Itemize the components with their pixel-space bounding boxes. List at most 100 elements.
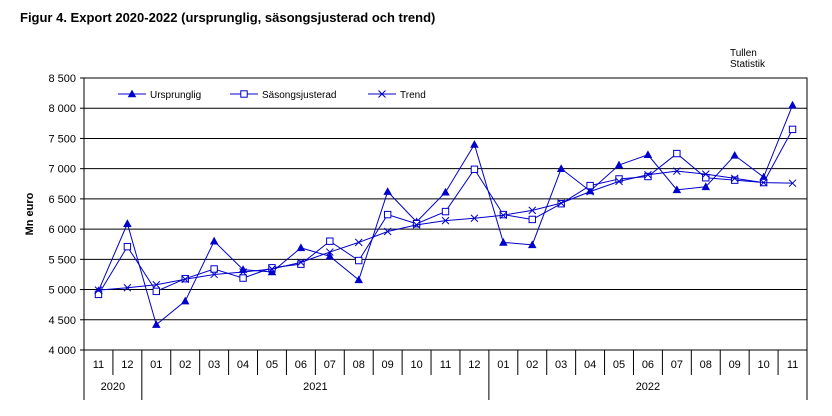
- data-point-s-songsjusterad: [297, 260, 305, 268]
- data-point-ursprunglig: [788, 100, 797, 109]
- x-tick-label: 05: [613, 359, 625, 371]
- data-point-trend: [730, 174, 739, 183]
- legend-marker-trend: [378, 90, 386, 98]
- chart-title: Figur 4. Export 2020-2022 (ursprunglig, …: [20, 10, 436, 25]
- data-point-trend: [325, 248, 334, 256]
- data-point-trend: [615, 177, 623, 186]
- source-line-1: Tullen: [730, 48, 757, 59]
- data-point-ursprunglig: [123, 219, 132, 227]
- x-tick-label: 07: [671, 359, 683, 371]
- legend-marker-s-songsjusterad: [240, 90, 248, 98]
- data-point-s-songsjusterad: [441, 207, 450, 216]
- year-label: 2021: [303, 381, 327, 393]
- data-point-trend: [354, 238, 363, 247]
- x-tick-label: 10: [410, 359, 422, 371]
- legend-label-s-songsjusterad: Säsongsjusterad: [262, 90, 337, 101]
- data-point-trend: [268, 265, 276, 273]
- data-point-ursprunglig: [152, 320, 161, 328]
- x-tick-label: 07: [324, 359, 336, 371]
- data-point-s-songsjusterad: [788, 125, 797, 134]
- x-tick-label: 08: [700, 359, 712, 371]
- data-point-s-songsjusterad: [470, 165, 479, 173]
- x-tick-label: 06: [295, 359, 307, 371]
- data-point-trend: [412, 221, 421, 229]
- x-tick-label: 01: [497, 359, 509, 371]
- data-point-trend: [470, 214, 479, 223]
- x-tick-label: 09: [729, 359, 741, 371]
- year-label: 2020: [101, 381, 125, 393]
- data-point-ursprunglig: [209, 236, 219, 245]
- data-point-trend: [644, 170, 652, 179]
- y-tick-label: 6 500: [48, 194, 76, 206]
- x-tick-label: 11: [440, 359, 451, 371]
- data-point-trend: [210, 270, 218, 279]
- data-point-s-songsjusterad: [615, 175, 623, 183]
- x-tick-label: 02: [526, 359, 538, 371]
- data-point-ursprunglig: [383, 187, 392, 195]
- data-point-trend: [701, 170, 710, 178]
- data-point-trend: [788, 179, 797, 188]
- data-point-s-songsjusterad: [412, 219, 421, 228]
- data-point-trend: [297, 258, 305, 267]
- x-tick-label: 04: [584, 359, 596, 371]
- data-point-ursprunglig: [325, 251, 335, 260]
- data-point-trend: [123, 283, 132, 292]
- y-tick-label: 4 500: [48, 315, 76, 327]
- data-point-s-songsjusterad: [210, 265, 218, 273]
- source-line-2: Statistik: [730, 59, 766, 70]
- data-point-ursprunglig: [556, 164, 566, 172]
- data-point-trend: [383, 227, 392, 236]
- x-tick-label: 08: [353, 359, 365, 371]
- y-tick-label: 7 500: [48, 133, 76, 145]
- x-tick-label: 12: [121, 359, 133, 371]
- data-point-trend: [528, 206, 537, 215]
- data-point-ursprunglig: [614, 160, 624, 169]
- data-point-s-songsjusterad: [152, 287, 161, 296]
- x-tick-label: 06: [642, 359, 654, 371]
- data-point-s-songsjusterad: [94, 290, 103, 299]
- source-label: Tullen Statistik: [730, 48, 765, 70]
- data-point-trend: [586, 187, 594, 196]
- y-tick-label: 5 000: [48, 285, 76, 297]
- data-point-trend: [759, 178, 768, 187]
- data-point-trend: [557, 199, 566, 207]
- y-tick-label: 4 000: [48, 345, 76, 357]
- y-tick-label: 8 500: [48, 73, 76, 85]
- x-tick-label: 02: [179, 359, 191, 371]
- year-label: 2022: [636, 381, 660, 393]
- y-tick-label: 5 500: [48, 254, 76, 266]
- x-tick-label: 12: [468, 359, 480, 371]
- data-point-s-songsjusterad: [673, 149, 681, 158]
- data-point-ursprunglig: [267, 267, 277, 276]
- data-point-trend: [239, 268, 247, 276]
- legend-label-ursprunglig: Ursprunglig: [150, 90, 201, 101]
- data-point-s-songsjusterad: [326, 237, 334, 245]
- x-tick-label: 03: [555, 359, 567, 371]
- x-tick-label: 05: [266, 359, 278, 371]
- y-tick-label: 6 000: [48, 224, 76, 236]
- data-point-s-songsjusterad: [586, 181, 594, 190]
- data-point-ursprunglig: [441, 187, 450, 196]
- data-point-ursprunglig: [180, 296, 190, 305]
- data-point-s-songsjusterad: [383, 210, 392, 219]
- x-tick-label: 04: [237, 359, 249, 371]
- data-point-s-songsjusterad: [123, 242, 132, 251]
- data-point-trend: [152, 280, 161, 289]
- data-point-ursprunglig: [354, 275, 364, 284]
- data-point-s-songsjusterad: [644, 172, 652, 181]
- x-tick-label: 10: [757, 359, 769, 371]
- x-tick-label: 03: [208, 359, 220, 371]
- data-point-s-songsjusterad: [268, 264, 276, 272]
- data-point-ursprunglig: [730, 150, 739, 159]
- y-axis-label: Mn euro: [24, 192, 36, 235]
- data-point-s-songsjusterad: [702, 174, 710, 182]
- data-point-trend: [94, 286, 103, 295]
- legend-marker-ursprunglig: [127, 89, 137, 98]
- data-point-trend: [673, 167, 681, 175]
- x-tick-label: 09: [382, 359, 394, 371]
- plot-area: [83, 77, 808, 351]
- data-point-s-songsjusterad: [355, 256, 363, 265]
- data-point-s-songsjusterad: [731, 176, 739, 184]
- data-point-ursprunglig: [643, 150, 653, 159]
